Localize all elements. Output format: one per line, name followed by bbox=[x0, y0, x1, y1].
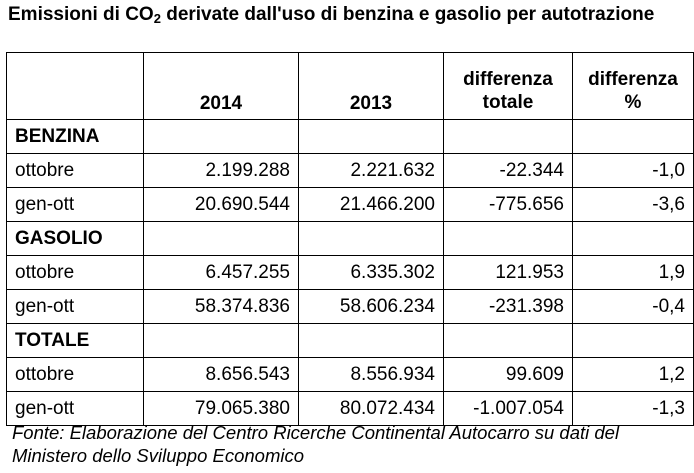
table-row: ottobre 2.199.288 2.221.632 -22.344 -1,0 bbox=[6, 153, 694, 188]
cell-diff-total: 121.953 bbox=[443, 255, 573, 290]
cell-diff-total: -775.656 bbox=[443, 187, 573, 222]
cell-diff-percent: 1,2 bbox=[572, 357, 694, 392]
cell-2014: 20.690.544 bbox=[143, 187, 299, 222]
cell-2014: 2.199.288 bbox=[143, 153, 299, 188]
cell-diff-percent: -1,0 bbox=[572, 153, 694, 188]
cell-2014: 6.457.255 bbox=[143, 255, 299, 290]
cell-diff-total: -1.007.054 bbox=[443, 391, 573, 426]
title-prefix: Emissioni di CO bbox=[8, 4, 154, 25]
header-row: 2014 2013 differenza totale differenza % bbox=[6, 52, 694, 120]
section-row-benzina: BENZINA bbox=[6, 119, 694, 154]
header-cell-2013: 2013 bbox=[298, 52, 444, 120]
section-label: GASOLIO bbox=[6, 221, 144, 256]
section-label: TOTALE bbox=[6, 323, 144, 358]
cell-2014: 79.065.380 bbox=[143, 391, 299, 426]
table-row: ottobre 6.457.255 6.335.302 121.953 1,9 bbox=[6, 255, 694, 290]
cell-diff-total: -231.398 bbox=[443, 289, 573, 324]
cell-diff-percent: -0,4 bbox=[572, 289, 694, 324]
emissions-table: 2014 2013 differenza totale differenza %… bbox=[6, 52, 694, 426]
cell-diff-percent: 1,9 bbox=[572, 255, 694, 290]
title-suffix: derivate dall'uso di benzina e gasolio p… bbox=[160, 4, 655, 25]
section-row-gasolio: GASOLIO bbox=[6, 221, 694, 256]
cell-2014: 58.374.836 bbox=[143, 289, 299, 324]
source-note: Fonte: Elaborazione del Centro Ricerche … bbox=[12, 422, 620, 466]
header-cell-2014: 2014 bbox=[143, 52, 299, 120]
cell-diff-percent: -3,6 bbox=[572, 187, 694, 222]
cell-2013: 58.606.234 bbox=[298, 289, 444, 324]
cell-diff-total: -22.344 bbox=[443, 153, 573, 188]
header-cell-empty bbox=[6, 52, 144, 120]
table-row: gen-ott 79.065.380 80.072.434 -1.007.054… bbox=[6, 391, 694, 426]
row-label: gen-ott bbox=[6, 187, 144, 222]
table-row: gen-ott 58.374.836 58.606.234 -231.398 -… bbox=[6, 289, 694, 324]
header-cell-differenza-totale: differenza totale bbox=[443, 52, 573, 120]
row-label: gen-ott bbox=[6, 289, 144, 324]
cell-2013: 6.335.302 bbox=[298, 255, 444, 290]
row-label: ottobre bbox=[6, 153, 144, 188]
title-subscript: 2 bbox=[153, 11, 161, 26]
row-label: ottobre bbox=[6, 255, 144, 290]
cell-diff-total: 99.609 bbox=[443, 357, 573, 392]
table-title: Emissioni di CO2 derivate dall'uso di be… bbox=[8, 3, 688, 26]
cell-2014: 8.656.543 bbox=[143, 357, 299, 392]
table-row: gen-ott 20.690.544 21.466.200 -775.656 -… bbox=[6, 187, 694, 222]
cell-2013: 8.556.934 bbox=[298, 357, 444, 392]
row-label: gen-ott bbox=[6, 391, 144, 426]
row-label: ottobre bbox=[6, 357, 144, 392]
section-row-totale: TOTALE bbox=[6, 323, 694, 358]
cell-2013: 2.221.632 bbox=[298, 153, 444, 188]
cell-2013: 21.466.200 bbox=[298, 187, 444, 222]
cell-diff-percent: -1,3 bbox=[572, 391, 694, 426]
table-row: ottobre 8.656.543 8.556.934 99.609 1,2 bbox=[6, 357, 694, 392]
section-label: BENZINA bbox=[6, 119, 144, 154]
header-cell-differenza-percento: differenza % bbox=[572, 52, 694, 120]
